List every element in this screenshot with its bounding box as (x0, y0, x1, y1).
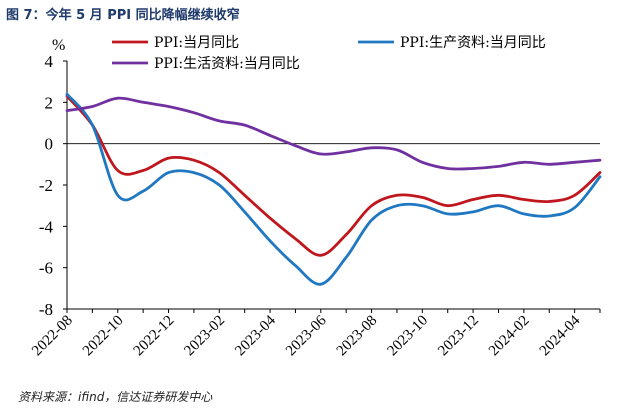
legend-label-2: PPI:生产资料:当月同比 (400, 35, 546, 51)
y-tick-label: -4 (39, 217, 54, 236)
x-tick-label: 2022-08 (29, 313, 76, 360)
y-unit-label: % (52, 37, 65, 54)
series-line-1 (65, 94, 602, 257)
x-tick-label: 2023-08 (334, 313, 381, 360)
x-tick-label: 2022-12 (131, 313, 178, 360)
source-note: 资料来源：ifind，信达证券研发中心 (18, 390, 213, 404)
chart-series (65, 92, 602, 286)
x-tick-label: 2024-04 (537, 312, 584, 359)
x-tick-label: 2022-10 (80, 313, 127, 360)
x-tick-label: 2023-10 (384, 313, 431, 360)
series-line-2 (65, 92, 602, 286)
x-tick-label: 2023-06 (283, 312, 330, 359)
x-tick-label: 2023-04 (232, 312, 279, 359)
x-tick-label: 2023-12 (435, 313, 482, 360)
legend-label-1: PPI:当月同比 (154, 35, 239, 51)
y-tick-label: -2 (39, 176, 53, 195)
y-tick-label: -6 (39, 259, 53, 278)
y-tick-label: 0 (45, 135, 54, 154)
y-tick-label: 4 (45, 52, 54, 71)
x-tick-label: 2023-02 (181, 313, 228, 360)
x-tick-label: 2024-02 (486, 313, 533, 360)
figure-title: 图 7：今年 5 月 PPI 同比降幅继续收窄 (6, 8, 240, 23)
series-line-3 (65, 96, 602, 171)
y-tick-label: -8 (39, 300, 53, 319)
chart-legend: PPI:当月同比 PPI:生产资料:当月同比 PPI:生活资料:当月同比 (112, 35, 546, 72)
y-tick-label: 2 (45, 93, 54, 112)
legend-label-3: PPI:生活资料:当月同比 (154, 56, 300, 72)
